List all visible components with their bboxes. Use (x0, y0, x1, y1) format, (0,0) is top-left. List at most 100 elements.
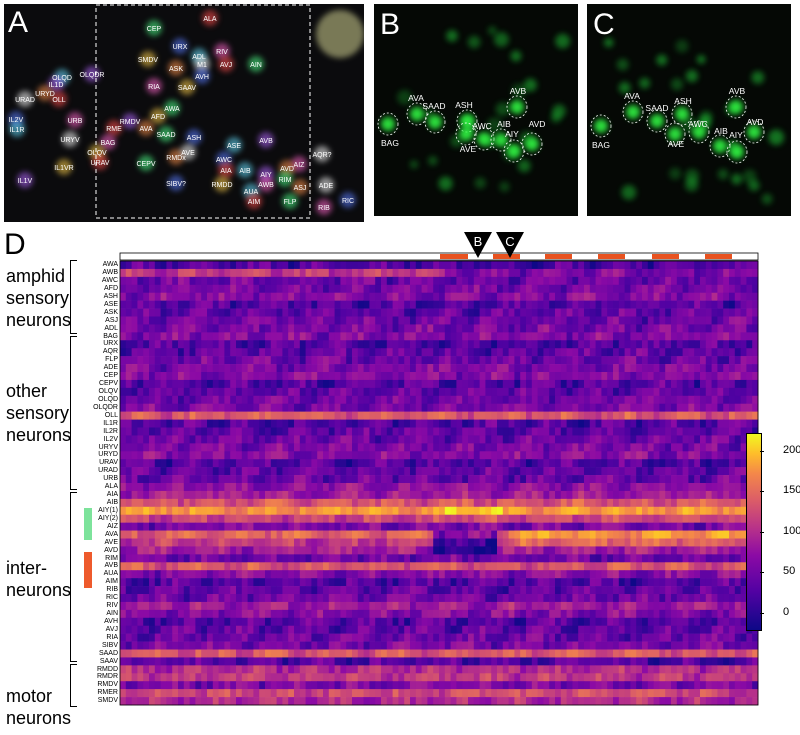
heatmap-cell (149, 570, 156, 579)
heatmap-cell (711, 538, 718, 547)
heatmap-cell (433, 594, 440, 603)
row-label-ain: AIN (106, 610, 118, 618)
heatmap-cell (178, 506, 185, 516)
heatmap-cell (676, 276, 683, 286)
heatmap-cell (682, 419, 689, 428)
heatmap-cell (427, 554, 434, 563)
heatmap-cell (665, 276, 672, 286)
heatmap-cell (427, 506, 434, 516)
heatmap-cell (131, 372, 138, 381)
heatmap-cell (584, 261, 591, 270)
heatmap-cell (120, 324, 127, 333)
heatmap-cell (717, 427, 724, 436)
heatmap-cell (276, 554, 283, 563)
heatmap-cell (514, 379, 521, 389)
heatmap-cell (398, 459, 405, 468)
heatmap-cell (572, 570, 579, 579)
heatmap-cell (578, 506, 585, 516)
heatmap-cell (178, 443, 185, 452)
heatmap-cell (729, 292, 736, 301)
heatmap-cell (270, 562, 277, 571)
heatmap-cell (381, 403, 388, 412)
heatmap-cell (456, 261, 463, 270)
heatmap-cell (485, 483, 492, 492)
heatmap-cell (386, 348, 393, 357)
heatmap-cell (566, 443, 573, 452)
heatmap-cell (560, 451, 567, 460)
heatmap-cell (479, 292, 486, 301)
heatmap-cell (352, 443, 359, 452)
heatmap-cell (508, 268, 515, 278)
heatmap-cell (224, 475, 231, 484)
heatmap-cell (433, 538, 440, 547)
heatmap-cell (334, 340, 341, 349)
heatmap-cell (665, 332, 672, 341)
heatmap-cell (236, 324, 243, 333)
group-label-other-sensory: other sensory neurons (6, 381, 72, 445)
heatmap-cell (212, 276, 219, 286)
heatmap-cell (282, 562, 289, 571)
heatmap-cell (143, 435, 150, 444)
heatmap-cell (549, 364, 556, 373)
heatmap-cell (172, 427, 179, 436)
heatmap-cell (473, 379, 480, 389)
heatmap-cell (705, 443, 712, 452)
heatmap-cell (740, 372, 747, 381)
heatmap-cell (682, 276, 689, 286)
heatmap-cell (613, 451, 620, 460)
heatmap-cell (201, 379, 208, 389)
heatmap-cell (531, 427, 538, 436)
heatmap-cell (224, 483, 231, 492)
neuron-glow (218, 56, 234, 72)
heatmap-cell (601, 546, 608, 555)
heatmap-cell (270, 554, 277, 563)
heatmap-cell (294, 554, 301, 563)
heatmap-cell (317, 451, 324, 460)
heatmap-cell (537, 490, 544, 500)
heatmap-cell (189, 435, 196, 444)
heatmap-cell (676, 530, 683, 539)
heatmap-cell (456, 372, 463, 381)
row-label-rib: RIB (106, 586, 118, 594)
heatmap-cell (381, 284, 388, 294)
heatmap-cell (589, 443, 596, 452)
heatmap-cell (613, 490, 620, 500)
heatmap-cell (201, 387, 208, 397)
heatmap-cell (624, 490, 631, 500)
heatmap-cell (723, 522, 730, 531)
heatmap-cell (595, 578, 602, 587)
heatmap-cell (125, 419, 132, 428)
row-label-aua: AUA (103, 570, 118, 578)
heatmap-cell (450, 364, 457, 373)
heatmap-cell (607, 443, 614, 452)
heatmap-cell (653, 435, 660, 444)
heatmap-cell (189, 395, 196, 405)
heatmap-cell (502, 578, 509, 587)
heatmap-cell (276, 506, 283, 516)
panel-a-neuron-label: URB (68, 118, 83, 125)
heatmap-cell (468, 562, 475, 571)
heatmap-cell (734, 459, 741, 468)
heatmap-cell (520, 530, 527, 539)
heatmap-cell (270, 578, 277, 587)
heatmap-cell (740, 578, 747, 587)
heatmap-cell (317, 427, 324, 436)
heatmap-cell (584, 490, 591, 500)
heatmap-cell (578, 411, 585, 420)
ava-group-marker (84, 552, 92, 588)
heatmap-cell (723, 419, 730, 428)
heatmap-cell (195, 514, 202, 523)
heatmap-cell (584, 443, 591, 452)
heatmap-cell (613, 308, 620, 317)
heatmap-cell (491, 459, 498, 468)
heatmap-cell (282, 514, 289, 523)
heatmap-cell (705, 467, 712, 476)
heatmap-cell (595, 427, 602, 436)
heatmap-cell (502, 419, 509, 428)
heatmap-cell (676, 403, 683, 412)
heatmap-cell (178, 435, 185, 444)
heatmap-cell (346, 594, 353, 603)
heatmap-cell (613, 443, 620, 452)
row-label-ase: ASE (103, 300, 118, 308)
heatmap-cell (659, 538, 666, 547)
